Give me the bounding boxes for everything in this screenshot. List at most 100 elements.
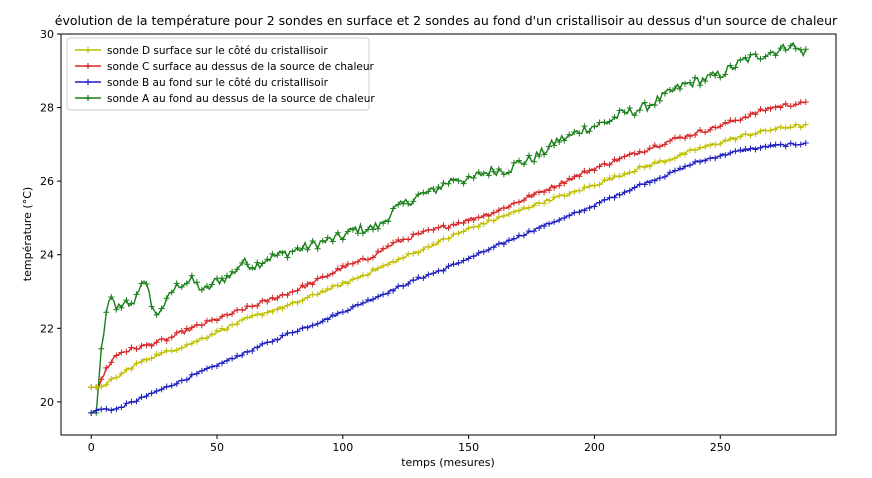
data-point bbox=[405, 250, 412, 257]
data-point bbox=[536, 153, 543, 160]
data-point bbox=[717, 74, 724, 81]
data-point bbox=[324, 234, 331, 241]
data-point bbox=[425, 188, 432, 195]
data-point bbox=[178, 377, 185, 384]
data-point bbox=[123, 366, 130, 373]
data-point bbox=[193, 321, 200, 328]
data-point bbox=[787, 123, 794, 130]
data-point bbox=[666, 157, 673, 164]
data-point bbox=[234, 306, 241, 313]
data-point bbox=[349, 276, 356, 283]
data-point bbox=[465, 225, 472, 232]
data-point bbox=[229, 310, 236, 317]
data-point bbox=[415, 230, 422, 237]
data-point bbox=[772, 104, 779, 111]
data-point bbox=[586, 128, 593, 135]
data-point bbox=[354, 301, 361, 308]
data-point bbox=[138, 358, 145, 365]
data-point bbox=[485, 246, 492, 253]
legend-item: sonde B au fond sur le côté du cristalli… bbox=[75, 77, 329, 89]
data-point bbox=[797, 141, 804, 148]
data-point bbox=[329, 270, 336, 277]
data-point bbox=[692, 132, 699, 139]
data-point bbox=[168, 334, 175, 341]
data-point bbox=[712, 141, 719, 148]
data-point bbox=[697, 144, 704, 151]
data-point bbox=[128, 366, 135, 373]
legend-label: sonde C surface au dessus de la source d… bbox=[107, 61, 374, 73]
data-point bbox=[636, 148, 643, 155]
data-point bbox=[133, 360, 140, 367]
data-point bbox=[762, 107, 769, 114]
data-point bbox=[274, 306, 281, 313]
data-point bbox=[420, 275, 427, 282]
data-point bbox=[163, 347, 170, 354]
data-point bbox=[752, 51, 759, 58]
data-point bbox=[772, 126, 779, 133]
data-point bbox=[254, 303, 261, 310]
data-point bbox=[415, 249, 422, 256]
data-point bbox=[515, 199, 522, 206]
data-point bbox=[661, 159, 668, 166]
data-point bbox=[98, 406, 105, 413]
data-point bbox=[178, 344, 185, 351]
data-point bbox=[500, 171, 507, 178]
data-point bbox=[475, 223, 482, 230]
data-point bbox=[520, 197, 527, 204]
data-point bbox=[541, 200, 548, 207]
data-point bbox=[380, 262, 387, 269]
data-point bbox=[571, 209, 578, 216]
data-point bbox=[802, 99, 809, 106]
x-tick-label: 200 bbox=[584, 441, 605, 454]
data-point bbox=[802, 139, 809, 146]
data-point bbox=[777, 124, 784, 131]
data-point bbox=[229, 355, 236, 362]
data-point bbox=[752, 146, 759, 153]
data-point bbox=[777, 141, 784, 148]
data-point bbox=[651, 142, 658, 149]
data-point bbox=[163, 337, 170, 344]
data-point bbox=[676, 133, 683, 140]
legend-box bbox=[66, 37, 370, 111]
data-point bbox=[666, 86, 673, 93]
data-point bbox=[556, 138, 563, 145]
data-point bbox=[475, 169, 482, 176]
data-point bbox=[707, 72, 714, 79]
data-point bbox=[697, 127, 704, 134]
data-point bbox=[541, 151, 548, 158]
data-point bbox=[339, 280, 346, 287]
data-point bbox=[183, 280, 190, 287]
x-tick-label: 100 bbox=[332, 441, 353, 454]
data-point bbox=[435, 224, 442, 231]
data-point bbox=[661, 141, 668, 148]
data-point bbox=[576, 130, 583, 137]
data-point bbox=[269, 250, 276, 257]
data-point bbox=[460, 257, 467, 264]
data-point bbox=[133, 398, 140, 405]
data-point bbox=[626, 169, 633, 176]
data-point bbox=[546, 143, 553, 150]
y-tick-label: 20 bbox=[40, 396, 54, 409]
data-point bbox=[279, 332, 286, 339]
data-point bbox=[118, 304, 125, 311]
data-point bbox=[520, 161, 527, 168]
data-point bbox=[354, 275, 361, 282]
x-tick-label: 0 bbox=[88, 441, 95, 454]
data-point bbox=[702, 157, 709, 164]
data-point bbox=[561, 137, 568, 144]
data-point bbox=[626, 151, 633, 158]
data-point bbox=[173, 280, 180, 287]
data-point bbox=[515, 157, 522, 164]
data-point bbox=[349, 260, 356, 267]
data-point bbox=[319, 288, 326, 295]
data-point bbox=[571, 188, 578, 195]
data-point bbox=[113, 306, 120, 313]
data-point bbox=[395, 283, 402, 290]
data-point bbox=[239, 316, 246, 323]
data-point bbox=[515, 207, 522, 214]
data-point bbox=[183, 325, 190, 332]
data-point bbox=[586, 204, 593, 211]
data-point bbox=[390, 239, 397, 246]
data-point bbox=[611, 113, 618, 120]
data-point bbox=[88, 409, 95, 416]
